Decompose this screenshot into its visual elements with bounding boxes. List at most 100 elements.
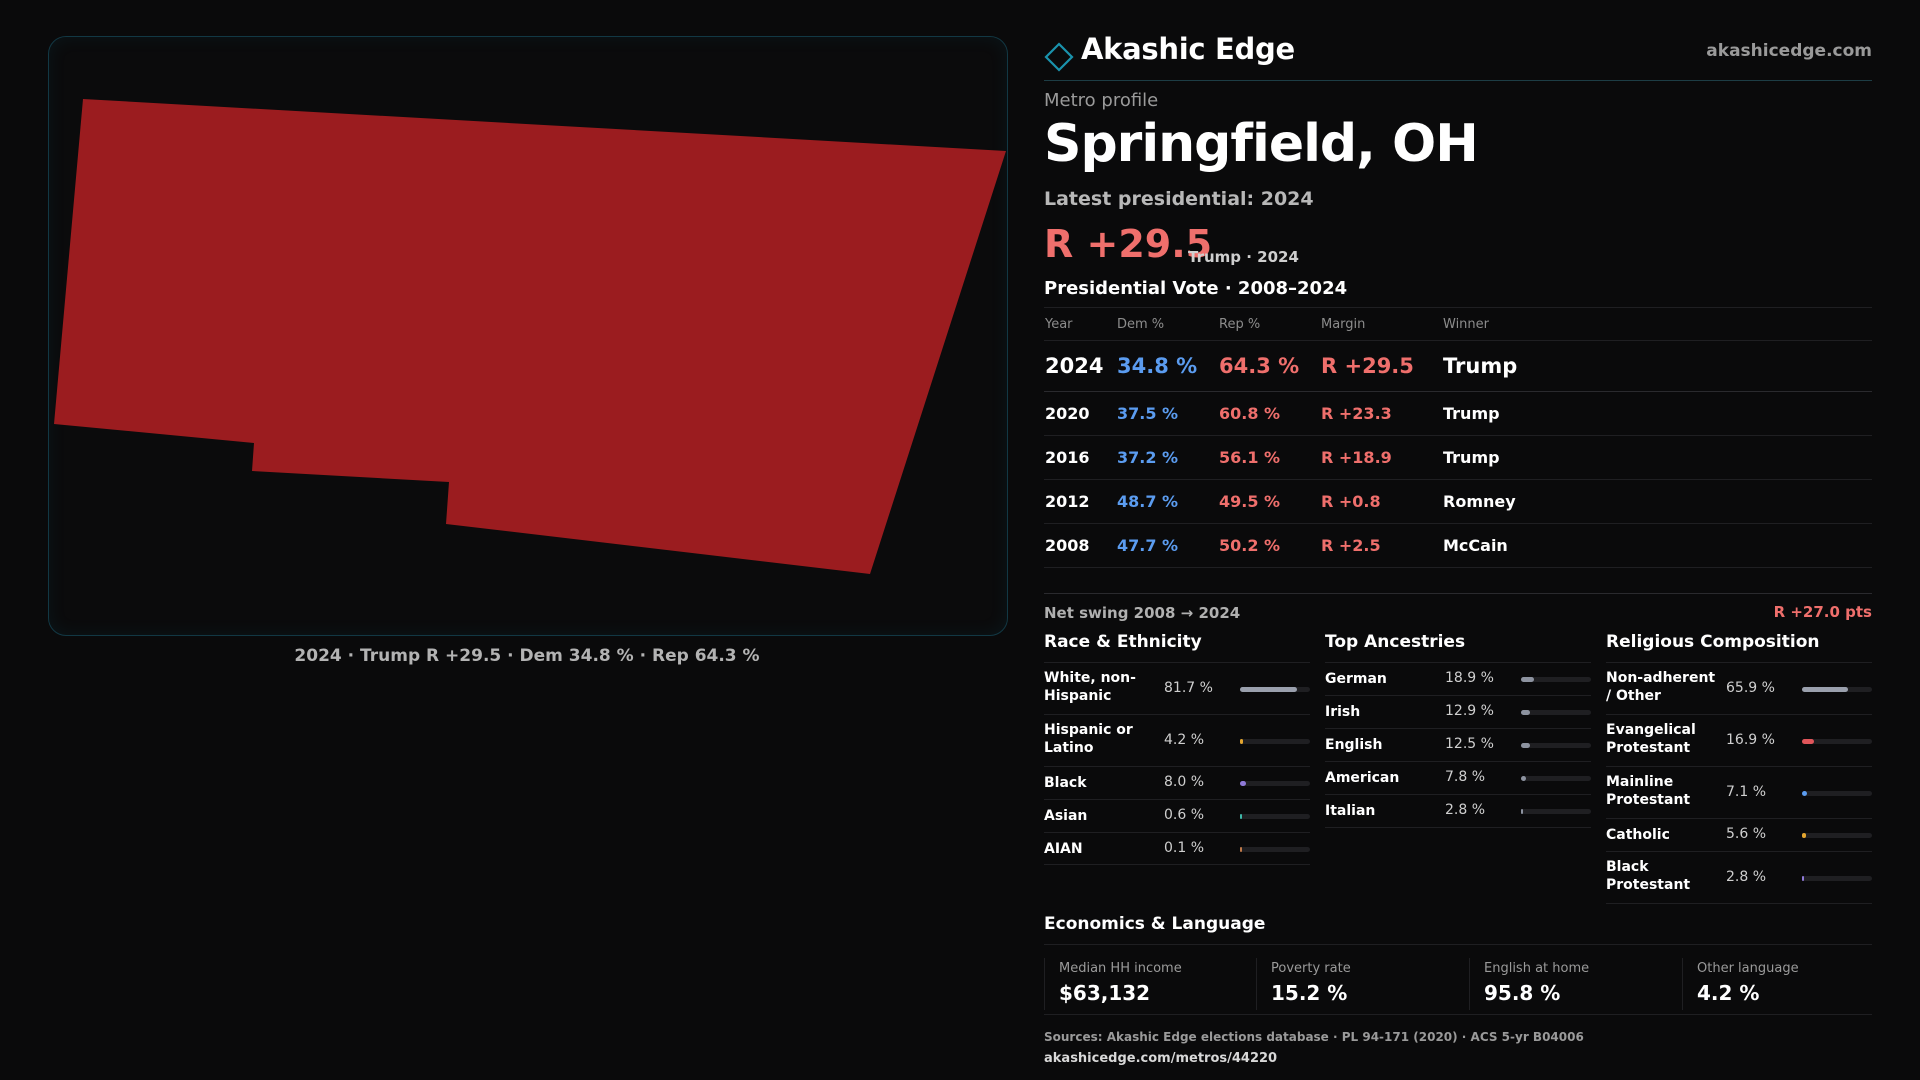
item-label: German bbox=[1325, 671, 1387, 687]
table-row: 2024 34.8 % 64.3 % R +29.5 Trump bbox=[1044, 340, 1872, 392]
item-label: English bbox=[1325, 737, 1383, 753]
list-item: Black Protestant 2.8 % bbox=[1606, 852, 1872, 904]
list-item: Black 8.0 % bbox=[1044, 767, 1310, 800]
race-ethnicity-list: White, non-Hispanic 81.7 % Hispanic or Lat… bbox=[1044, 663, 1310, 865]
race-ethnicity-section: Race & Ethnicity White, non-Hispanic 81.7… bbox=[1044, 632, 1310, 865]
metro-map bbox=[48, 36, 1008, 636]
share-bar bbox=[1802, 738, 1872, 744]
item-label: White, non-Hispanic bbox=[1044, 670, 1136, 704]
econ-value: 4.2 % bbox=[1697, 981, 1760, 1005]
econ-label: Other language bbox=[1697, 961, 1799, 976]
cell-rep: 56.1 % bbox=[1218, 435, 1320, 480]
share-bar bbox=[1521, 710, 1591, 715]
share-bar bbox=[1521, 743, 1591, 748]
economics-title: Economics & Language bbox=[1044, 914, 1872, 945]
list-item: German 18.9 % bbox=[1325, 663, 1591, 696]
list-item: Catholic 5.6 % bbox=[1606, 819, 1872, 852]
item-label: Mainline Protestant bbox=[1606, 774, 1691, 808]
share-bar bbox=[1802, 686, 1872, 692]
share-bar bbox=[1240, 686, 1310, 692]
cell-year: 2016 bbox=[1044, 435, 1116, 480]
share-bar-fill bbox=[1240, 814, 1242, 819]
cell-year: 2024 bbox=[1044, 340, 1116, 392]
econ-english-at-home: English at home 95.8 % bbox=[1469, 958, 1666, 1010]
share-bar bbox=[1240, 846, 1310, 852]
cell-dem: 37.2 % bbox=[1116, 435, 1218, 480]
cell-margin: R +23.3 bbox=[1320, 391, 1442, 436]
list-item: Non-adherent / Other 65.9 % bbox=[1606, 663, 1872, 715]
share-bar-fill bbox=[1240, 738, 1243, 744]
share-bar-fill bbox=[1802, 790, 1807, 796]
col-header-rep: Rep % bbox=[1218, 307, 1320, 341]
econ-value: $63,132 bbox=[1059, 981, 1151, 1005]
net-swing-value: R +27.0 pts bbox=[1773, 603, 1872, 621]
item-label: Hispanic or Latino bbox=[1044, 722, 1133, 756]
vote-section-title: Presidential Vote · 2008–2024 bbox=[1044, 278, 1348, 299]
list-item: Evangelical Protestant 16.9 % bbox=[1606, 715, 1872, 767]
item-label: Irish bbox=[1325, 704, 1361, 720]
cell-margin: R +2.5 bbox=[1320, 523, 1442, 568]
item-value: 16.9 % bbox=[1726, 731, 1775, 748]
cell-winner: Romney bbox=[1442, 479, 1872, 524]
item-label: American bbox=[1325, 770, 1400, 786]
economics-row: Median HH income $63,132 Poverty rate 15… bbox=[1044, 958, 1872, 1015]
list-item: Hispanic or Latino 4.2 % bbox=[1044, 715, 1310, 767]
religion-list: Non-adherent / Other 65.9 % Evangelical Pr… bbox=[1606, 663, 1872, 904]
share-bar bbox=[1240, 814, 1310, 819]
header: Akashic Edge akashicedge.com bbox=[1044, 30, 1872, 81]
share-bar bbox=[1240, 738, 1310, 744]
item-value: 4.2 % bbox=[1164, 731, 1205, 748]
profile-label: Metro profile bbox=[1044, 90, 1159, 111]
cell-winner: McCain bbox=[1442, 523, 1872, 568]
col-header-dem: Dem % bbox=[1116, 307, 1218, 341]
map-caption: 2024 · Trump R +29.5 · Dem 34.8 % · Rep … bbox=[294, 646, 760, 666]
cell-margin: R +0.8 bbox=[1320, 479, 1442, 524]
brand-url-link[interactable]: akashicedge.com bbox=[1706, 41, 1872, 61]
source-url-link[interactable]: akashicedge.com/metros/44220 bbox=[1044, 1051, 1278, 1066]
item-label: Non-adherent / Other bbox=[1606, 670, 1716, 704]
share-bar-fill bbox=[1802, 875, 1804, 881]
metro-boundary-shape bbox=[54, 99, 1006, 574]
share-bar bbox=[1802, 790, 1872, 796]
list-item: English 12.5 % bbox=[1325, 729, 1591, 762]
share-bar-fill bbox=[1240, 846, 1242, 852]
share-bar bbox=[1521, 809, 1591, 814]
cell-dem: 47.7 % bbox=[1116, 523, 1218, 568]
item-value: 12.5 % bbox=[1445, 736, 1494, 752]
item-label: Evangelical Protestant bbox=[1606, 722, 1696, 756]
table-row: 2020 37.5 % 60.8 % R +23.3 Trump bbox=[1044, 391, 1872, 436]
cell-winner: Trump bbox=[1442, 391, 1872, 436]
ancestries-list: German 18.9 % Irish 12.9 % English 12.5 % Amer… bbox=[1325, 663, 1591, 828]
brand-name: Akashic Edge bbox=[1081, 32, 1295, 66]
list-item: Italian 2.8 % bbox=[1325, 795, 1591, 828]
cell-winner: Trump bbox=[1442, 435, 1872, 480]
share-bar-fill bbox=[1521, 710, 1531, 715]
share-bar bbox=[1240, 781, 1310, 786]
list-item: Mainline Protestant 7.1 % bbox=[1606, 767, 1872, 819]
item-label: Italian bbox=[1325, 803, 1376, 819]
share-bar bbox=[1802, 875, 1872, 881]
econ-label: Median HH income bbox=[1059, 961, 1182, 976]
item-value: 8.0 % bbox=[1164, 774, 1205, 790]
col-header-year: Year bbox=[1044, 307, 1116, 341]
item-value: 12.9 % bbox=[1445, 703, 1494, 719]
item-label: Black bbox=[1044, 775, 1087, 791]
cell-rep: 50.2 % bbox=[1218, 523, 1320, 568]
list-item: Asian 0.6 % bbox=[1044, 800, 1310, 833]
econ-value: 15.2 % bbox=[1271, 981, 1348, 1005]
cell-dem: 37.5 % bbox=[1116, 391, 1218, 436]
col-header-winner: Winner bbox=[1442, 307, 1872, 341]
share-bar-fill bbox=[1240, 686, 1298, 692]
table-row: 2016 37.2 % 56.1 % R +18.9 Trump bbox=[1044, 435, 1872, 480]
share-bar-fill bbox=[1521, 809, 1523, 814]
cell-rep: 60.8 % bbox=[1218, 391, 1320, 436]
cell-dem: 34.8 % bbox=[1116, 340, 1218, 392]
profile-panel: Akashic Edge akashicedge.com Metro profi… bbox=[1044, 30, 1872, 1066]
econ-value: 95.8 % bbox=[1484, 981, 1561, 1005]
net-swing-label: Net swing 2008 → 2024 bbox=[1044, 604, 1241, 622]
econ-other-language: Other language 4.2 % bbox=[1682, 958, 1873, 1010]
cell-rep: 64.3 % bbox=[1218, 340, 1320, 392]
list-item: Irish 12.9 % bbox=[1325, 696, 1591, 729]
item-value: 2.8 % bbox=[1445, 802, 1486, 818]
page-title: Springfield, OH bbox=[1044, 114, 1479, 174]
